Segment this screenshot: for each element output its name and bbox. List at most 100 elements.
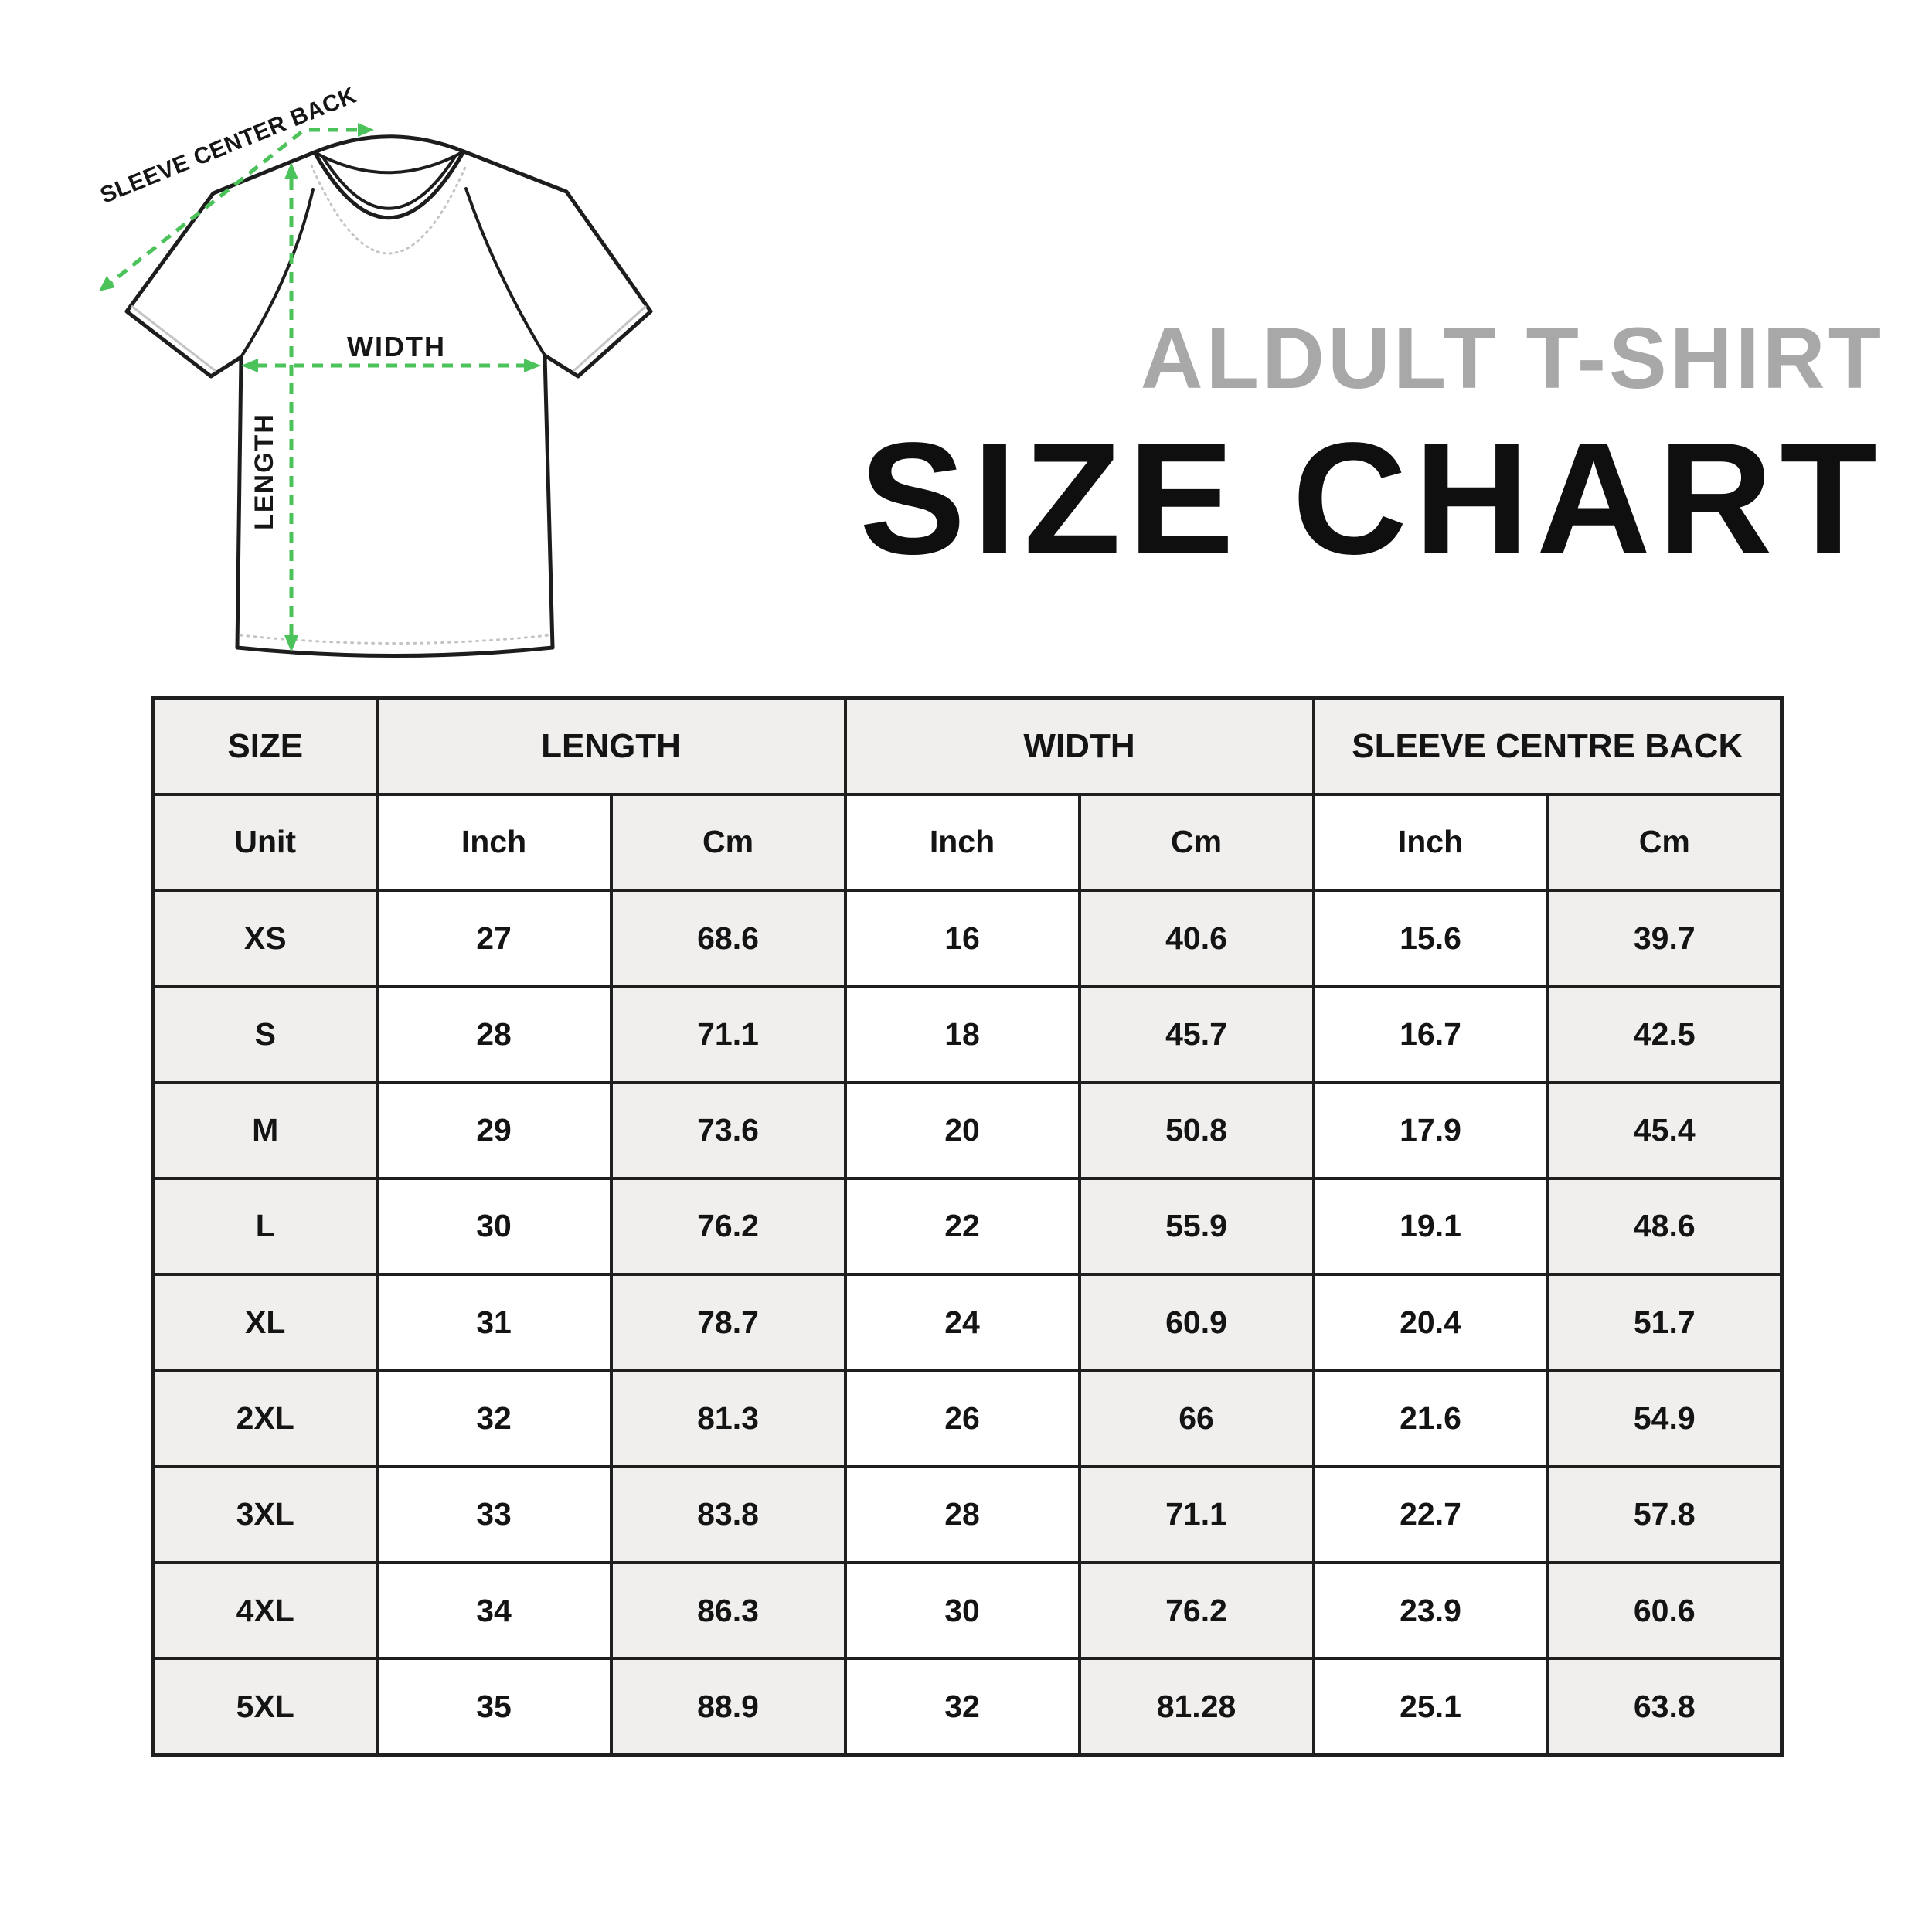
value-cell: 30 (375, 1176, 613, 1277)
armhole-seam-right (464, 187, 546, 357)
size-cell: S (151, 985, 379, 1084)
table-row-l: L 30 76.2 22 55.9 19.1 48.6 (151, 1176, 1784, 1277)
value-cell: 17.9 (1311, 1080, 1549, 1180)
value-cell: 45.4 (1546, 1080, 1784, 1180)
value-cell: 40.6 (1077, 889, 1315, 988)
value-cell: 32 (375, 1369, 613, 1468)
value-cell: 20 (843, 1080, 1081, 1180)
table-row-5xl: 5XL 35 88.9 32 81.28 25.1 63.8 (151, 1657, 1784, 1757)
width-arrowhead-right (524, 359, 541, 372)
value-cell: 71.1 (1077, 1464, 1315, 1564)
value-cell: 26 (843, 1369, 1081, 1468)
value-cell: 35 (375, 1657, 613, 1757)
value-cell: 31 (375, 1273, 613, 1372)
value-cell: 16 (843, 889, 1081, 988)
value-cell: 22 (843, 1176, 1081, 1277)
value-cell: 28 (375, 985, 613, 1084)
unit-cell: Cm (609, 792, 847, 893)
value-cell: 73.6 (609, 1080, 847, 1180)
unit-cell: Cm (1546, 792, 1784, 893)
cuff-stitch-left (131, 304, 216, 372)
table-row-4xl: 4XL 34 86.3 30 76.2 23.9 60.6 (151, 1560, 1784, 1661)
page-title: SIZE CHART (859, 410, 1884, 587)
value-cell: 86.3 (609, 1560, 847, 1661)
hem-stitch (239, 634, 551, 645)
collar-back-edge (313, 150, 465, 175)
header-length: LENGTH (375, 696, 847, 796)
value-cell: 76.2 (1077, 1560, 1315, 1661)
page-subtitle: ALDULT T-SHIRT (1140, 310, 1884, 406)
unit-cell: Inch (843, 792, 1081, 893)
size-cell: M (151, 1080, 379, 1180)
value-cell: 23.9 (1311, 1560, 1549, 1661)
table-row-s: S 28 71.1 18 45.7 16.7 42.5 (151, 985, 1784, 1084)
unit-cell: Inch (1311, 792, 1549, 893)
value-cell: 60.6 (1546, 1560, 1784, 1661)
value-cell: 25.1 (1311, 1657, 1549, 1757)
width-label: WIDTH (347, 331, 446, 362)
size-table: SIZE LENGTH WIDTH SLEEVE CENTRE BACK Uni… (151, 696, 1784, 1757)
collar-stitch (310, 162, 468, 255)
collar-front-edge (312, 149, 466, 220)
length-arrowhead-bottom (284, 635, 298, 652)
unit-cell: Unit (151, 792, 379, 893)
value-cell: 81.3 (609, 1369, 847, 1468)
sleeve-top-arrowhead (358, 123, 374, 137)
table-unit-row: Unit Inch Cm Inch Cm Inch Cm (151, 792, 1784, 893)
value-cell: 54.9 (1546, 1369, 1784, 1468)
tshirt-outline (124, 134, 653, 658)
value-cell: 60.9 (1077, 1273, 1315, 1372)
width-arrowhead-left (241, 359, 258, 372)
value-cell: 76.2 (609, 1176, 847, 1277)
table-row-3xl: 3XL 33 83.8 28 71.1 22.7 57.8 (151, 1464, 1784, 1564)
title-block: ALDULT T-SHIRT SIZE CHART (859, 310, 1884, 587)
value-cell: 20.4 (1311, 1273, 1549, 1372)
value-cell: 33 (375, 1464, 613, 1564)
unit-cell: Inch (375, 792, 613, 893)
value-cell: 57.8 (1546, 1464, 1784, 1564)
table-group-header-row: SIZE LENGTH WIDTH SLEEVE CENTRE BACK (151, 696, 1784, 796)
length-label: LENGTH (250, 413, 279, 530)
table-row-2xl: 2XL 32 81.3 26 66 21.6 54.9 (151, 1369, 1784, 1468)
value-cell: 83.8 (609, 1464, 847, 1564)
value-cell: 81.28 (1077, 1657, 1315, 1757)
value-cell: 30 (843, 1560, 1081, 1661)
header-sleeve-centre-back: SLEEVE CENTRE BACK (1311, 696, 1784, 796)
value-cell: 15.6 (1311, 889, 1549, 988)
value-cell: 50.8 (1077, 1080, 1315, 1180)
value-cell: 21.6 (1311, 1369, 1549, 1468)
value-cell: 66 (1077, 1369, 1315, 1468)
collar-band-inner (322, 156, 456, 210)
value-cell: 68.6 (609, 889, 847, 988)
measurement-lines (109, 128, 526, 635)
value-cell: 55.9 (1077, 1176, 1315, 1277)
table-row-xl: XL 31 78.7 24 60.9 20.4 51.7 (151, 1273, 1784, 1372)
size-cell: 4XL (151, 1560, 379, 1661)
value-cell: 63.8 (1546, 1657, 1784, 1757)
value-cell: 29 (375, 1080, 613, 1180)
value-cell: 27 (375, 889, 613, 988)
value-cell: 42.5 (1546, 985, 1784, 1084)
unit-cell: Cm (1077, 792, 1315, 893)
value-cell: 19.1 (1311, 1176, 1549, 1277)
size-cell: 3XL (151, 1464, 379, 1564)
value-cell: 24 (843, 1273, 1081, 1372)
size-cell: XS (151, 889, 379, 988)
size-cell: 2XL (151, 1369, 379, 1468)
armhole-seam-left (240, 188, 315, 359)
value-cell: 48.6 (1546, 1176, 1784, 1277)
value-cell: 16.7 (1311, 985, 1549, 1084)
tshirt-diagram: WIDTH LENGTH SLEEVE CENTER BACK (97, 83, 653, 658)
header-width: WIDTH (843, 696, 1315, 796)
value-cell: 22.7 (1311, 1464, 1549, 1564)
cuff-stitch-right (573, 304, 647, 372)
sleeve-diagonal-line (109, 131, 303, 284)
value-cell: 45.7 (1077, 985, 1315, 1084)
value-cell: 34 (375, 1560, 613, 1661)
value-cell: 88.9 (609, 1657, 847, 1757)
value-cell: 51.7 (1546, 1273, 1784, 1372)
size-cell: 5XL (151, 1657, 379, 1757)
size-cell: L (151, 1176, 379, 1277)
length-arrowhead-top (284, 162, 298, 179)
